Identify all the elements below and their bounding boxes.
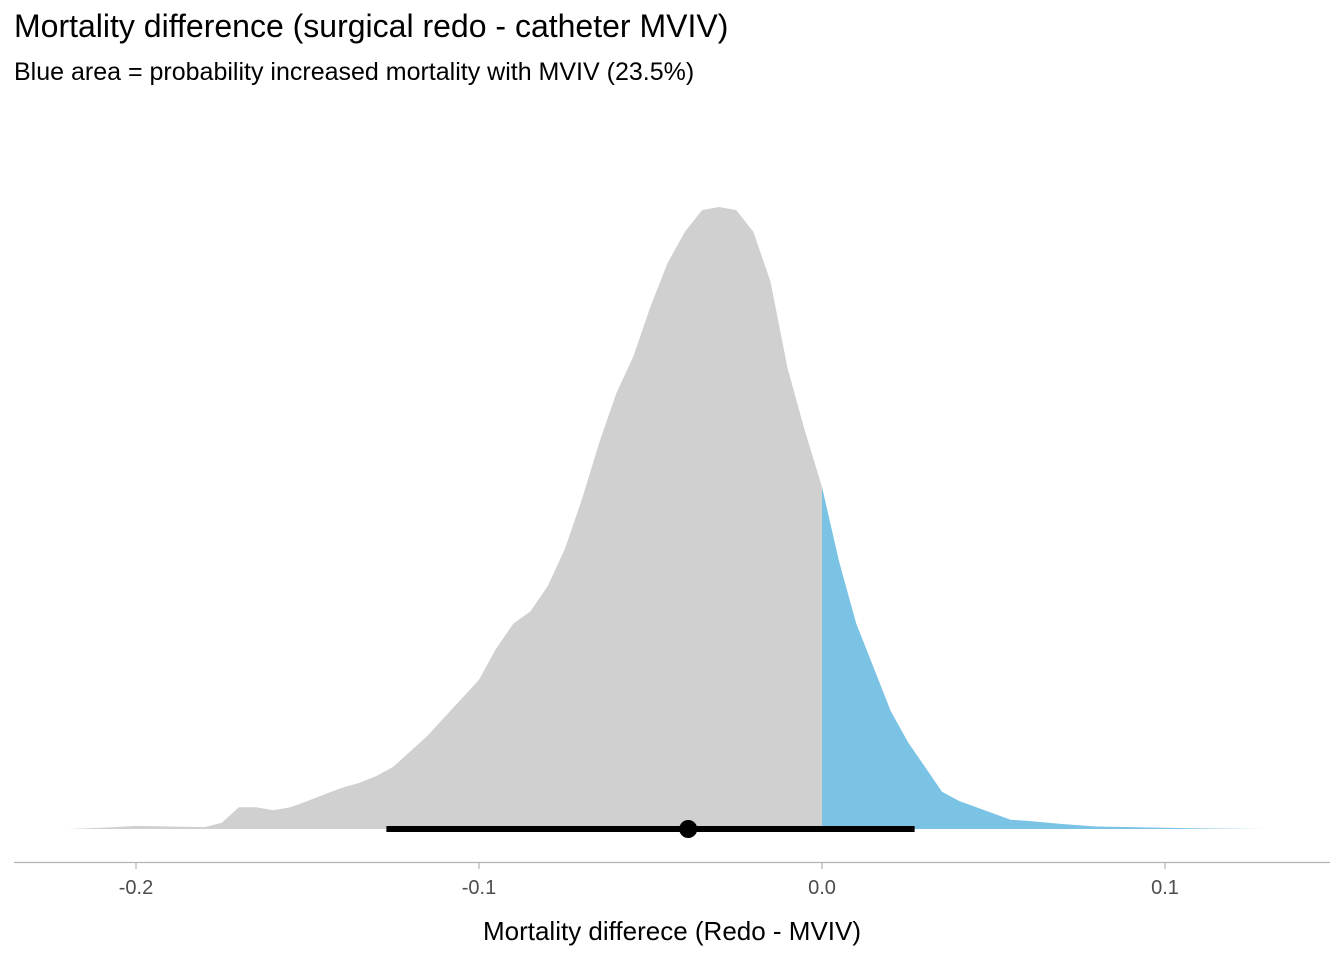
x-tick-label: -0.2 <box>119 877 153 899</box>
interval-layer <box>386 820 915 838</box>
chart-title: Mortality difference (surgical redo - ca… <box>14 8 729 44</box>
density-area-above-zero <box>822 486 1268 829</box>
x-axis-ticks: -0.2 -0.1 0.0 0.1 <box>119 863 1179 899</box>
x-tick-label: -0.1 <box>462 877 496 899</box>
density-area-below-zero <box>67 207 822 829</box>
density-layer <box>67 207 1268 829</box>
x-axis-title: Mortality differece (Redo - MVIV) <box>483 916 861 946</box>
x-tick-label: 0.0 <box>808 877 836 899</box>
chart-subtitle: Blue area = probability increased mortal… <box>14 58 695 86</box>
x-tick-label: 0.1 <box>1151 877 1179 899</box>
point-estimate <box>679 820 698 838</box>
